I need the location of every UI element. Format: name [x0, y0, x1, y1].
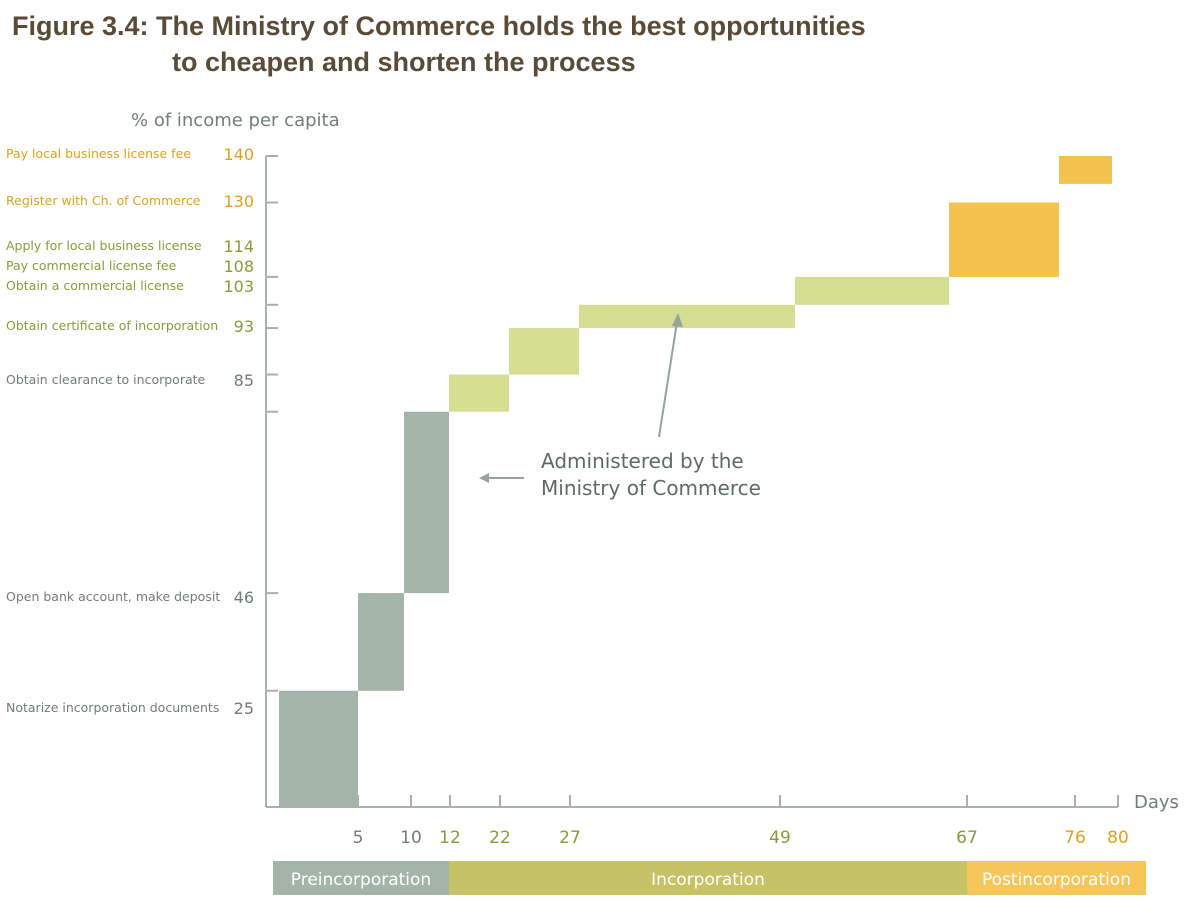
x-tick-label: 67 [956, 828, 978, 848]
x-tick-label: 5 [353, 828, 364, 848]
step-bar-9 [1059, 156, 1112, 184]
phase-band-post [967, 861, 1146, 895]
x-tick-label: 10 [400, 828, 422, 848]
procedure-label: Register with Ch. of Commerce [6, 193, 201, 208]
step-bar-8 [949, 202, 1059, 277]
chart-title-line2: to cheapen and shorten the process [172, 47, 636, 77]
chart-title: Figure 3.4: The Ministry of Commerce hol… [12, 8, 866, 80]
step-bar-1 [279, 690, 358, 807]
y-axis-label: % of income per capita [131, 110, 340, 131]
procedure-label: Pay commercial license fee [6, 258, 177, 273]
procedure-label: Pay local business license fee [6, 146, 191, 161]
phase-band-inc [449, 861, 967, 895]
x-tick-label: 12 [439, 828, 461, 848]
annotation-text-line1: Administered by the [541, 449, 744, 473]
step-bar-4 [449, 374, 509, 412]
procedure-label: Open bank account, make deposit [6, 589, 220, 604]
step-bar-3 [404, 411, 449, 594]
step-bar-6 [579, 304, 795, 329]
y-value-label: 114 [223, 237, 254, 256]
annotation-text-line2: Ministry of Commerce [541, 476, 761, 500]
y-value-label: 46 [234, 588, 254, 607]
y-value-label: 93 [234, 317, 254, 336]
x-tick-label: 76 [1064, 828, 1086, 848]
chart-title-line1: Figure 3.4: The Ministry of Commerce hol… [12, 11, 866, 41]
x-tick-label: 49 [769, 828, 791, 848]
procedure-label: Obtain a commercial license [6, 278, 184, 293]
x-tick-label: 22 [489, 828, 511, 848]
annotation-arrow-up-line [658, 321, 678, 438]
phase-label: Incorporation [651, 870, 765, 890]
y-value-label: 130 [223, 192, 254, 211]
procedure-label: Apply for local business license [6, 238, 202, 253]
step-bar-5 [509, 328, 579, 375]
phase-label: Preincorporation [291, 870, 431, 890]
step-bar-2 [358, 593, 404, 691]
y-value-label: 108 [223, 257, 254, 276]
phase-band-pre [273, 861, 449, 895]
x-tick-label: 80 [1107, 828, 1129, 848]
procedure-label: Obtain certificate of incorporation [6, 318, 218, 333]
annotation-arrow-up-head [672, 313, 683, 327]
x-axis-label: Days [1134, 792, 1179, 813]
x-tick-label: 27 [559, 828, 581, 848]
procedure-label: Notarize incorporation documents [6, 700, 219, 715]
y-value-label: 85 [234, 371, 254, 390]
phase-label: Postincorporation [982, 870, 1131, 890]
y-value-label: 25 [234, 699, 254, 718]
procedure-label: Obtain clearance to incorporate [6, 372, 206, 387]
annotation-arrow-left-head [479, 473, 489, 483]
step-bar-7 [795, 276, 949, 305]
y-value-label: 103 [223, 277, 254, 296]
y-value-label: 140 [223, 145, 254, 164]
